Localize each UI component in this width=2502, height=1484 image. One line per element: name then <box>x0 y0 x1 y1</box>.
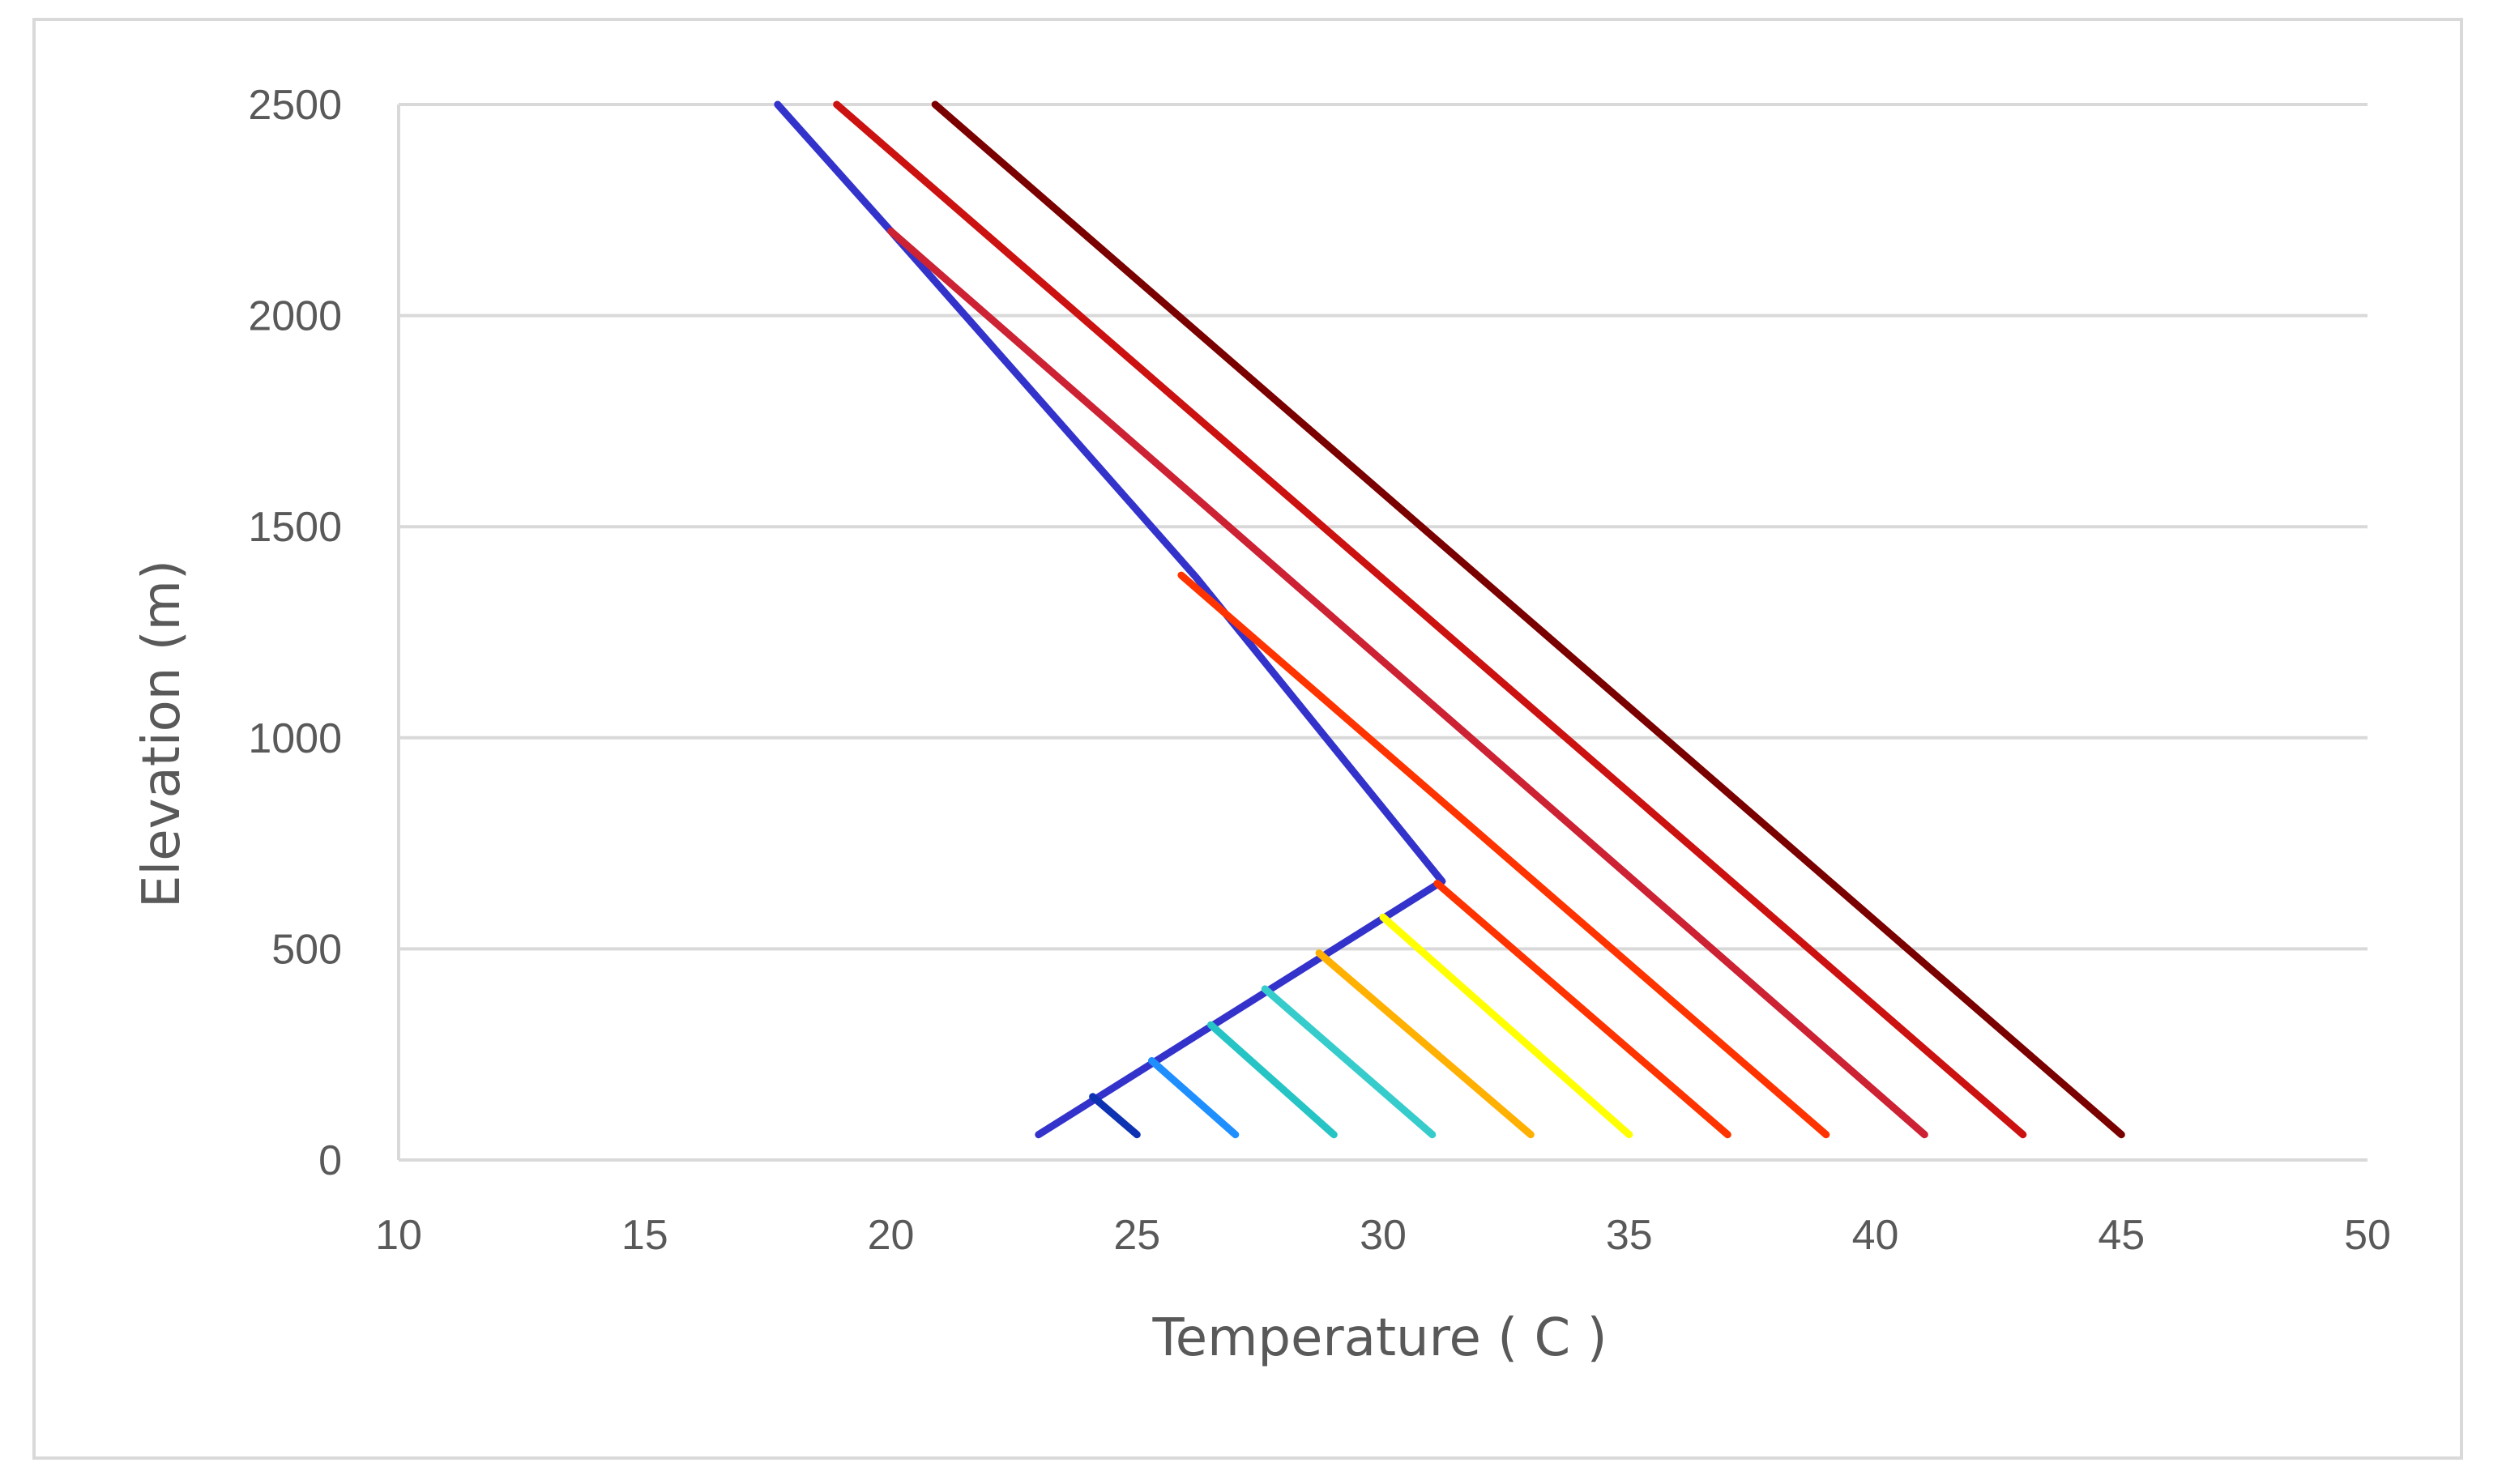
x-tick-label: 40 <box>1852 1212 1899 1259</box>
series-layer <box>774 100 2125 1139</box>
series-line-surface-45 <box>931 100 2125 1139</box>
x-tick-label: 30 <box>1360 1212 1407 1259</box>
series-line-surface-35 <box>1379 913 1633 1139</box>
series-line-surface-29 <box>1206 1021 1338 1139</box>
series-line-surface-41 <box>887 227 1928 1139</box>
series-line-surface-39 <box>1177 571 1830 1139</box>
y-tick-label: 2500 <box>248 82 342 129</box>
y-tick-label: 2000 <box>248 293 342 340</box>
series-line-surface-33 <box>1315 949 1535 1139</box>
series-line-surface-31 <box>1261 985 1437 1139</box>
series-line-surface-43 <box>833 100 2027 1139</box>
x-tick-label: 50 <box>2344 1212 2391 1259</box>
x-tick-label: 20 <box>868 1212 915 1259</box>
tick-layer: 0 500 1000 1500 2000 2500 10 15 20 25 30 35 40 45 50 <box>248 82 2391 1259</box>
series-line-surface-37 <box>1433 880 1731 1139</box>
series-line-surface-25 <box>1089 1093 1141 1139</box>
y-tick-label: 0 <box>318 1137 342 1184</box>
x-tick-label: 35 <box>1606 1212 1653 1259</box>
x-axis-title: Temperature ( C ) <box>1151 1308 1607 1368</box>
y-axis-title: Elevation (m) <box>132 560 192 908</box>
series-line-environmental-profile <box>774 100 1446 1139</box>
y-tick-label: 1500 <box>248 504 342 551</box>
x-tick-label: 10 <box>375 1212 422 1259</box>
x-tick-label: 25 <box>1113 1212 1160 1259</box>
y-tick-label: 500 <box>271 926 342 973</box>
series-line-surface-27 <box>1148 1057 1240 1139</box>
x-tick-label: 45 <box>2098 1212 2145 1259</box>
grid-layer <box>397 103 2368 1162</box>
y-tick-label: 1000 <box>248 715 342 762</box>
x-tick-label: 15 <box>621 1212 668 1259</box>
